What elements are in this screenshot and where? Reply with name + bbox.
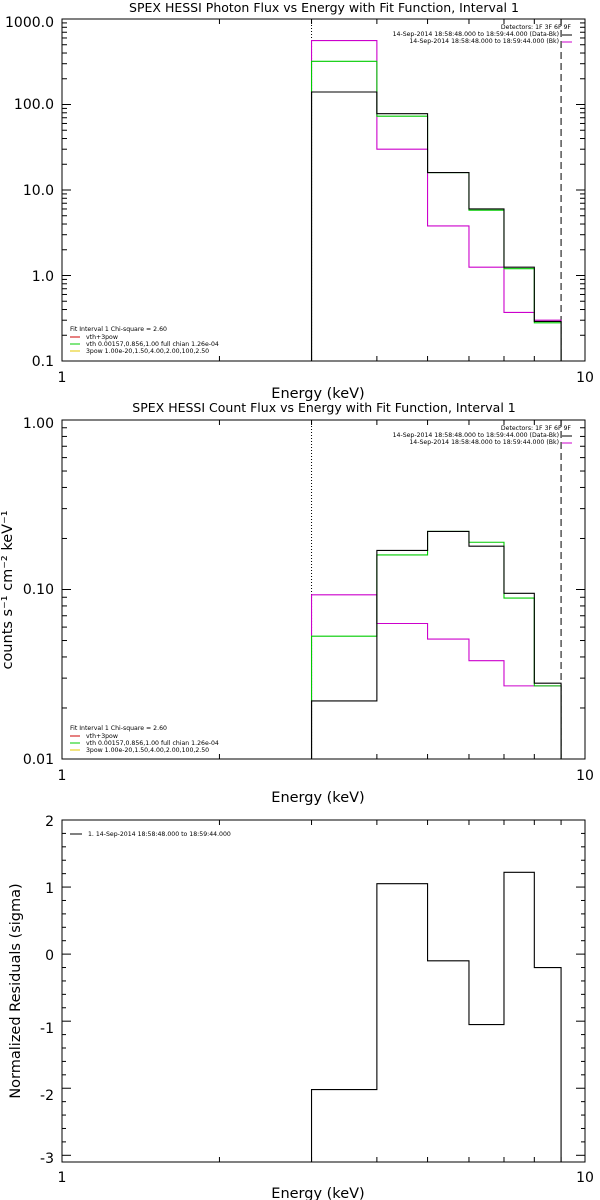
panel2-legend-entry: 14-Sep-2014 18:58:48.000 to 18:59:44.000… [393,432,559,439]
histogram-series-1 [310,60,562,361]
panel1-xaxis-label: Energy (keV) [271,386,364,402]
panel3-legend: 1. 14-Sep-2014 18:58:48.000 to 18:59:44.… [70,831,231,838]
panel2-ytick-label: 1.00 [23,416,54,432]
panel1-ytick-label: 0.1 [32,354,54,370]
histogram-series-2 [310,530,562,759]
panel3-xtick-label: 1 [58,1170,67,1186]
panel3-legend-entry: 1. 14-Sep-2014 18:58:48.000 to 18:59:44.… [88,831,231,838]
panel3-ytick-label: -1 [40,1021,54,1037]
panel2-xtick-label: 10 [576,768,594,784]
panel2-yaxis-label: counts s⁻¹ cm⁻² keV⁻¹ [0,510,16,669]
residuals-panel: -3 -2 -1 0 1 2 1 10 Energy (keV) Normali… [8,814,594,1200]
panel1-range-lines [311,19,562,361]
panel3-series [310,871,562,1162]
histogram-series-2 [310,91,562,361]
panel1-y-tick-labels: 0.1 1.0 10.0 100.0 1000.0 [5,15,54,370]
panel1-fit-header: Fit Interval 1 Chi-square = 2.60 [70,326,167,333]
panel1-ytick-label: 100.0 [14,97,54,113]
count-flux-panel: SPEX HESSI Count Flux vs Energy with Fit… [0,400,594,806]
panel2-axes-frame [61,419,586,760]
panel3-ticks [61,819,586,1162]
panel2-legend-entry: vth+3pow [86,733,118,740]
panel2-xtick-label: 1 [58,768,67,784]
panel3-ytick-label: 0 [45,948,54,964]
histogram-series-0 [310,39,562,361]
panel2-legend-right: Detectors: 1F 3F 6F 9F 14-Sep-2014 18:58… [393,425,572,446]
panel2-detectors-label: Detectors: 1F 3F 6F 9F [501,425,572,432]
panel1-ytick-label: 1000.0 [5,15,54,31]
panel3-yaxis-label: Normalized Residuals (sigma) [8,883,24,1098]
panel1-ticks [61,18,586,362]
panel1-legend-right: Detectors: 1F 3F 6F 9F 14-Sep-2014 18:58… [393,24,572,45]
panel2-range-lines [311,420,562,759]
panel1-legend-entry: vth 0.00157,0.856,1.00 full chian 1.26e-… [86,341,219,348]
panel3-xaxis-label: Energy (keV) [271,1186,364,1200]
panel2-legend-left: Fit Interval 1 Chi-square = 2.60 vth+3po… [70,725,219,754]
panel3-ytick-label: 2 [45,814,54,830]
panel1-title: SPEX HESSI Photon Flux vs Energy with Fi… [129,0,519,15]
panel2-ytick-label: 0.10 [23,582,54,598]
panel1-detectors-label: Detectors: 1F 3F 6F 9F [501,24,572,31]
panel1-legend-entry: 14-Sep-2014 18:58:48.000 to 18:59:44.000… [409,38,559,45]
panel3-axes-frame [61,819,586,1163]
panel2-series [310,530,562,759]
panel1-xtick-label: 1 [58,370,67,386]
panel1-series [310,39,562,361]
panel2-ytick-label: 0.01 [23,752,54,768]
histogram-series-0 [310,594,562,759]
panel1-ytick-label: 10.0 [23,183,54,199]
panel3-xtick-label: 10 [576,1170,594,1186]
panel1-xtick-label: 10 [576,370,594,386]
panel3-ytick-label: -2 [40,1088,54,1104]
panel2-xaxis-label: Energy (keV) [271,790,364,806]
panel2-legend-entry: vth 0.00157,0.856,1.00 full chian 1.26e-… [86,740,219,747]
panel2-title: SPEX HESSI Count Flux vs Energy with Fit… [132,400,515,415]
panel1-legend-entry: 14-Sep-2014 18:58:48.000 to 18:59:44.000… [393,31,559,38]
panel1-axes-frame [61,18,586,362]
panel2-legend-entry: 3pow 1.00e-20,1.50,4.00,2.00,100,2.50 [86,747,209,754]
histogram-series-0 [310,871,562,1162]
panel1-legend-entry: vth+3pow [86,334,118,341]
panel2-ticks [61,419,586,760]
panel1-ytick-label: 1.0 [32,269,54,285]
panel3-ytick-label: -3 [40,1151,54,1167]
panel2-legend-entry: 14-Sep-2014 18:58:48.000 to 18:59:44.000… [409,439,559,446]
photon-flux-panel: SPEX HESSI Photon Flux vs Energy with Fi… [5,0,594,402]
panel2-fit-header: Fit Interval 1 Chi-square = 2.60 [70,725,167,732]
panel3-ytick-label: 1 [45,881,54,897]
panel1-legend-entry: 3pow 1.00e-20,1.50,4.00,2.00,100,2.50 [86,348,209,355]
panel1-legend-left: Fit Interval 1 Chi-square = 2.60 vth+3po… [70,326,219,355]
histogram-series-1 [310,530,562,759]
